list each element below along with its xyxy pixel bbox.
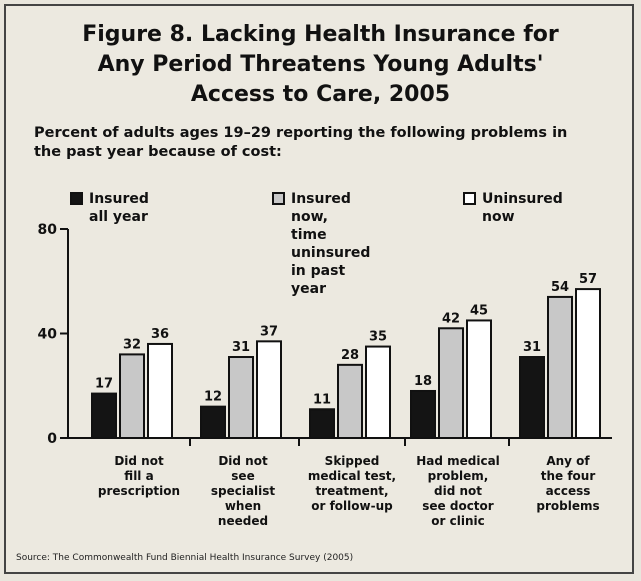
bar-value-label: 11 bbox=[313, 392, 331, 407]
bar-value-label: 57 bbox=[579, 272, 597, 287]
bar bbox=[466, 319, 492, 439]
bar-value-label: 54 bbox=[551, 280, 569, 295]
x-category-label-line: prescription bbox=[98, 484, 180, 498]
bar bbox=[228, 356, 254, 440]
x-category-label-line: when bbox=[225, 499, 261, 513]
x-category-label-line: see bbox=[231, 469, 254, 483]
legend-item-insured-all-year: Insured all year bbox=[70, 190, 149, 226]
x-category-label-line: specialist bbox=[211, 484, 276, 498]
bar bbox=[147, 342, 173, 440]
x-category-label-line: or follow-up bbox=[311, 499, 393, 513]
x-category-label-line: the four bbox=[541, 469, 596, 483]
x-category-label-line: see doctor bbox=[422, 499, 494, 513]
bar bbox=[547, 295, 573, 439]
legend-swatch-insured-all-year bbox=[70, 192, 83, 205]
legend-swatch-uninsured-now bbox=[463, 192, 476, 205]
x-category-label: Had medical problem, did not see doctor or c… bbox=[416, 454, 500, 528]
bar bbox=[309, 408, 335, 440]
bar-value-label: 32 bbox=[123, 337, 141, 352]
x-category-label-line: or clinic bbox=[431, 514, 484, 528]
legend-label-uninsured-now: Uninsured now bbox=[482, 191, 563, 225]
bar-value-label: 12 bbox=[204, 390, 222, 405]
bar bbox=[337, 363, 363, 440]
bar-value-label: 31 bbox=[523, 340, 541, 355]
bar bbox=[365, 345, 391, 439]
legend-label-insured-all-year: Insured all year bbox=[89, 191, 149, 225]
x-category-label: Any of the four access problems bbox=[536, 454, 599, 513]
legend-item-uninsured-now: Uninsured now bbox=[463, 190, 563, 226]
bar-value-label: 45 bbox=[470, 303, 488, 318]
x-category-label: Did not fill a prescription bbox=[98, 454, 180, 498]
bar bbox=[519, 356, 545, 440]
figure-frame bbox=[4, 4, 634, 574]
x-category-label-line: Any of bbox=[546, 454, 590, 468]
x-category-label-line: fill a bbox=[124, 469, 153, 483]
x-category-label: Did not see specialist when needed bbox=[211, 454, 276, 528]
source-note: Source: The Commonwealth Fund Biennial H… bbox=[16, 553, 354, 563]
y-tick-label: 40 bbox=[38, 327, 58, 343]
bar bbox=[119, 353, 145, 439]
y-tick-label: 0 bbox=[47, 431, 57, 447]
bar bbox=[256, 340, 282, 439]
bar-value-label: 42 bbox=[442, 311, 460, 326]
bar-value-label: 18 bbox=[414, 374, 432, 389]
x-category-label-line: Skipped bbox=[325, 454, 380, 468]
bar bbox=[410, 389, 436, 440]
bar-value-label: 28 bbox=[341, 348, 359, 363]
bar bbox=[438, 327, 464, 439]
x-category-label-line: needed bbox=[218, 514, 268, 528]
x-category-label-line: problems bbox=[536, 499, 599, 513]
chart-subtitle: Percent of adults ages 19–29 reporting t… bbox=[34, 125, 568, 160]
x-category-label-line: problem, bbox=[428, 469, 489, 483]
bar-value-label: 17 bbox=[95, 377, 113, 392]
x-category-label-line: did not bbox=[434, 484, 482, 498]
bar-value-label: 36 bbox=[151, 327, 169, 342]
bar-value-label: 37 bbox=[260, 324, 278, 339]
bar bbox=[200, 405, 226, 439]
bar bbox=[91, 392, 117, 439]
x-category-label-line: Did not bbox=[114, 454, 164, 468]
x-category-label-line: medical test, bbox=[308, 469, 396, 483]
bar-value-label: 35 bbox=[369, 330, 387, 345]
legend-label-insured-now: Insured now, time uninsured in past year bbox=[291, 191, 371, 297]
x-category-label-line: treatment, bbox=[315, 484, 388, 498]
x-category-label-line: Had medical bbox=[416, 454, 500, 468]
y-tick-label: 80 bbox=[38, 222, 58, 238]
bar-value-label: 31 bbox=[232, 340, 250, 355]
x-category-label: Skipped medical test, treatment, or follow-… bbox=[308, 454, 396, 513]
legend-swatch-insured-now bbox=[272, 192, 285, 205]
legend-item-insured-now: Insured now, time uninsured in past year bbox=[272, 190, 370, 298]
x-category-label-line: access bbox=[546, 484, 591, 498]
chart-title: Figure 8. Lacking Health Insurance for A… bbox=[82, 22, 559, 107]
bar bbox=[575, 288, 601, 439]
x-category-label-line: Did not bbox=[218, 454, 268, 468]
